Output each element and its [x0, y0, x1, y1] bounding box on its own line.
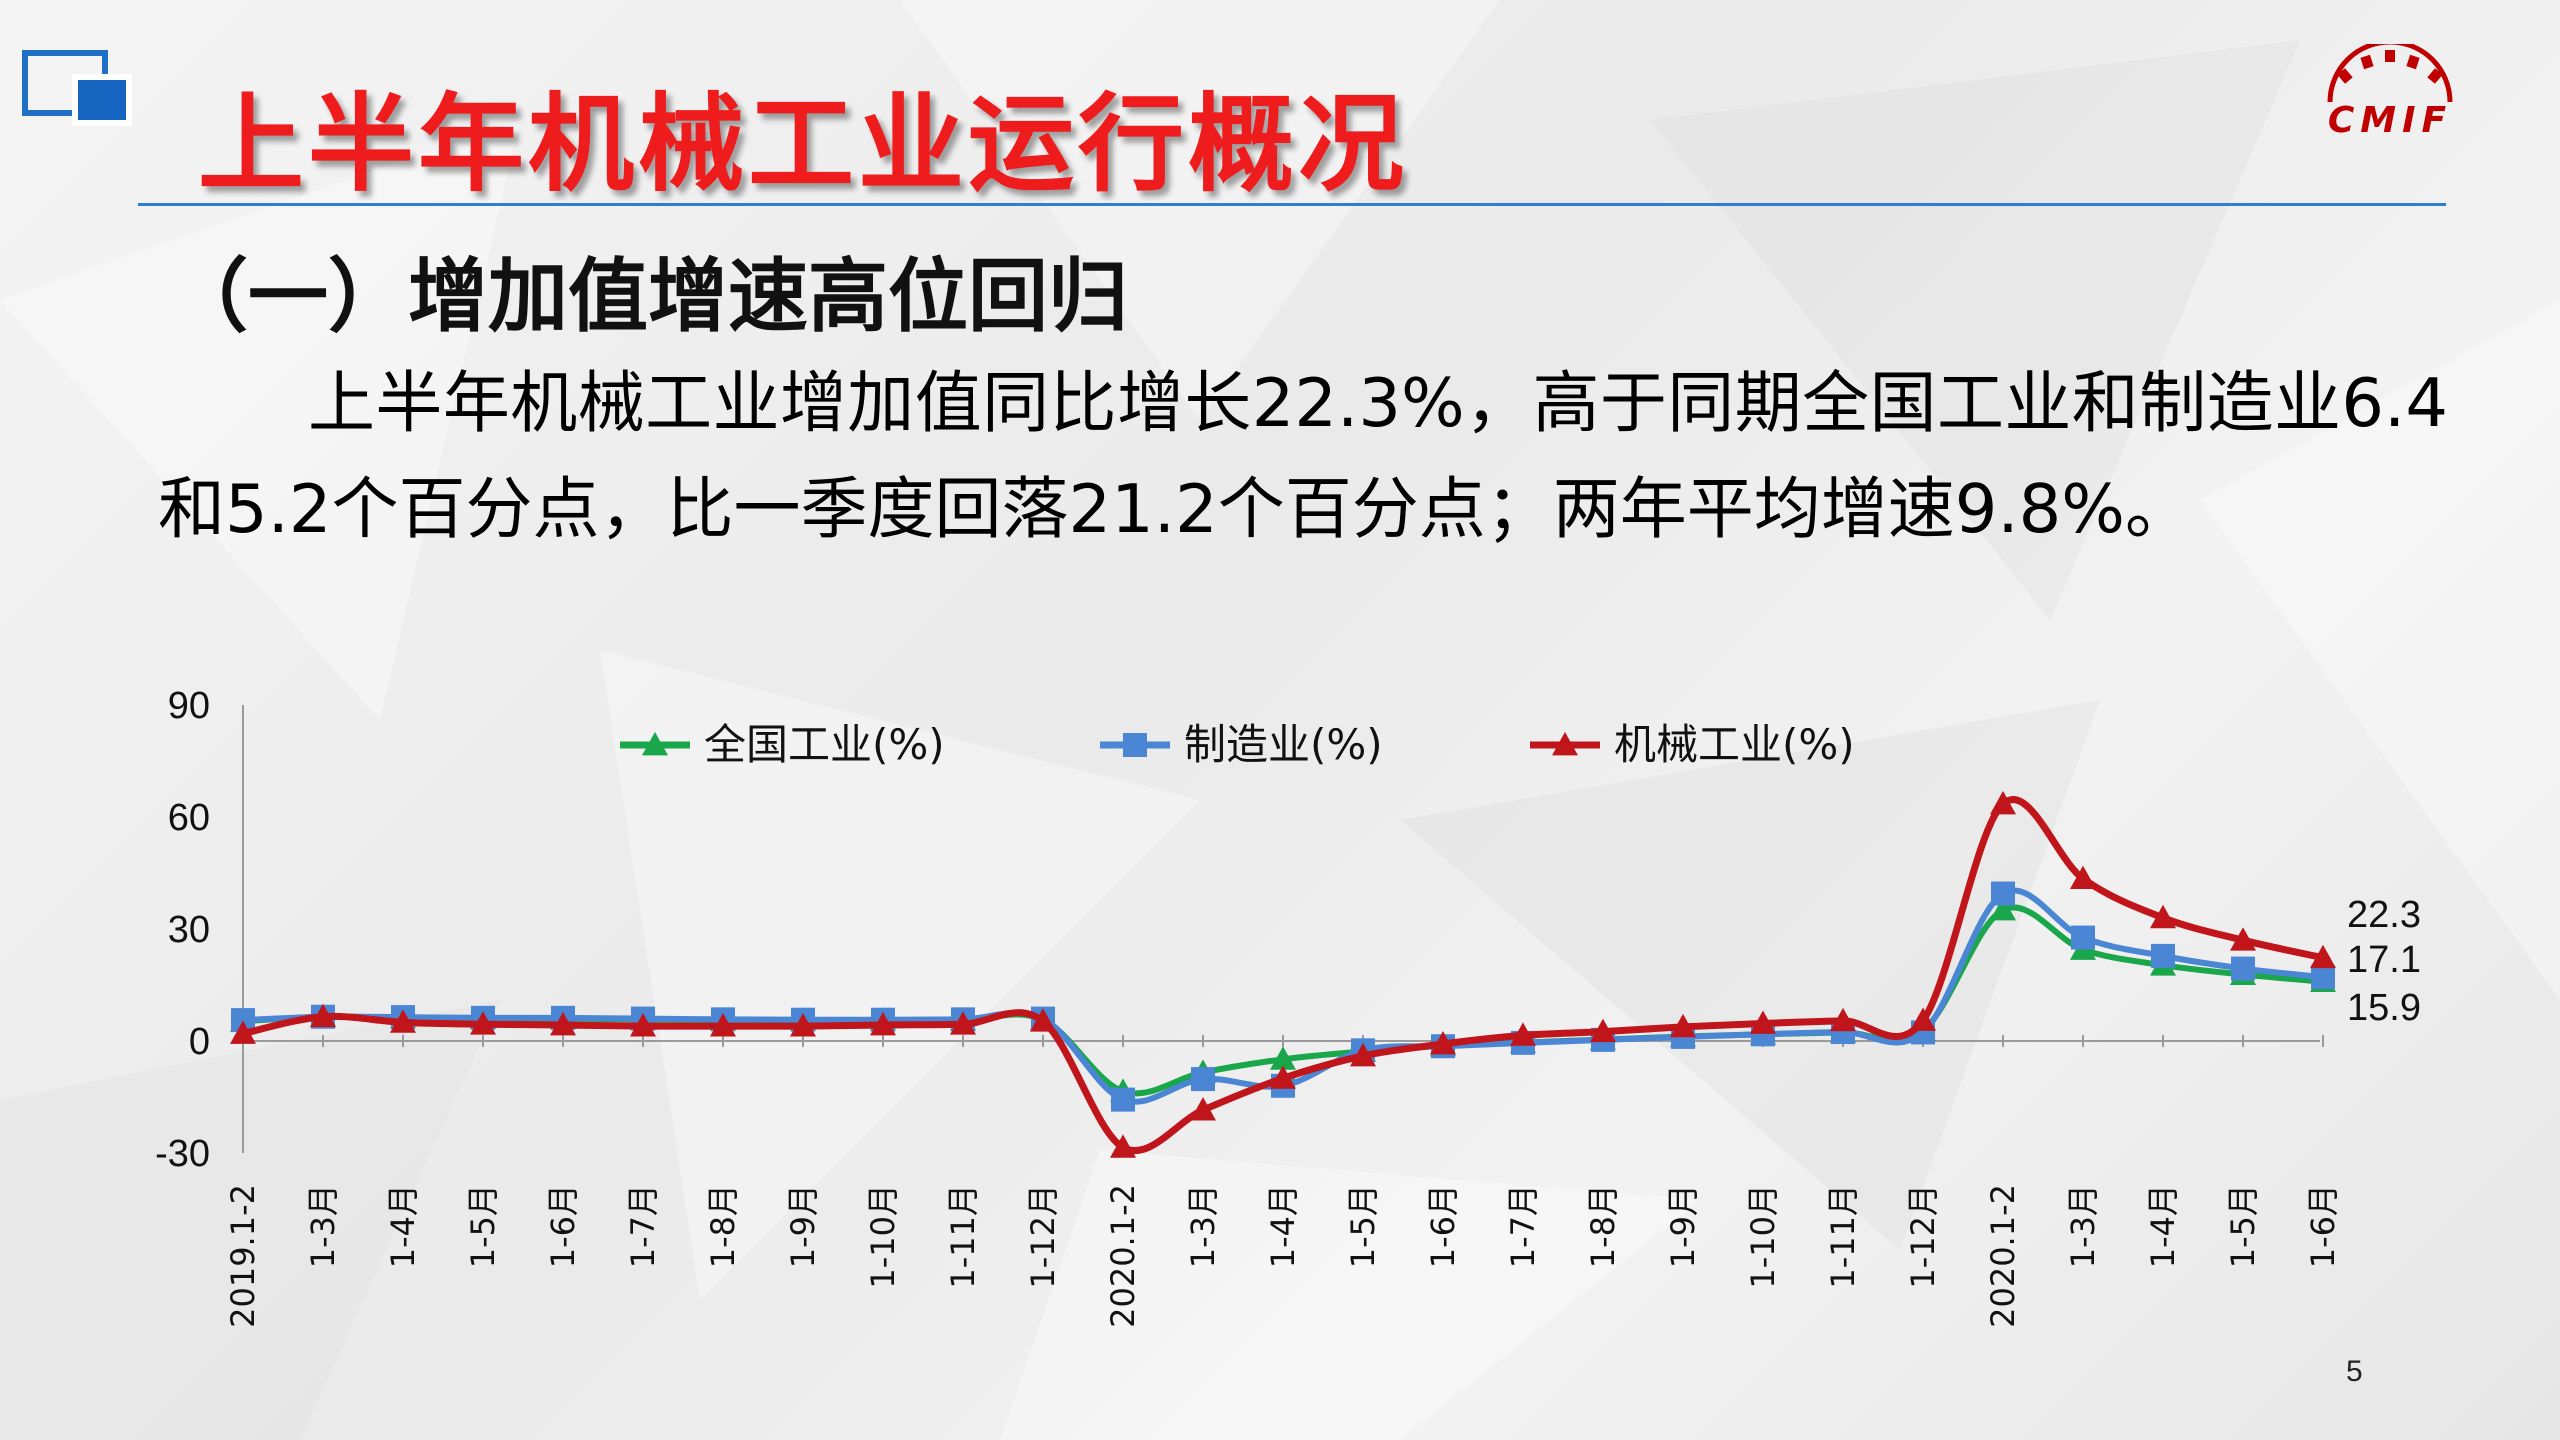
legend-swatch-marker [1123, 733, 1147, 757]
data-point-2 [1270, 1065, 1296, 1089]
corner-logo-icon [22, 50, 134, 132]
x-tick-label: 1-12月 [1904, 1184, 1942, 1289]
x-tick-label: 1-9月 [1664, 1184, 1702, 1268]
data-point-2 [1430, 1030, 1456, 1055]
growth-line-chart: -30 0 30 60 90 2019.1-2 1-3月 1-4月 1-5月 1-6月 1-7月 1-… [155, 685, 2421, 1328]
logo-text: CMIF [2328, 100, 2452, 141]
series-end-label: 22.3 [2347, 894, 2421, 936]
y-tick-label: 30 [168, 909, 210, 951]
section-subtitle: （一）增加值增速高位回归 [168, 250, 1128, 343]
title-divider [138, 203, 2446, 206]
data-point-2 [950, 1011, 976, 1035]
x-tick-label: 1-9月 [784, 1184, 822, 1268]
x-tick-label: 1-4月 [2144, 1184, 2182, 1268]
data-point-0 [1270, 1046, 1296, 1070]
data-point-2 [710, 1013, 736, 1037]
filled-square-icon [72, 74, 132, 126]
data-point-1 [1991, 881, 2015, 906]
x-tick-label: 1-5月 [1344, 1184, 1382, 1268]
data-point-2 [470, 1011, 496, 1035]
data-point-0 [1990, 896, 2016, 921]
series-line-2 [242, 796, 2324, 1154]
x-tick-label: 1-10月 [1744, 1184, 1782, 1289]
x-tick-label: 1-8月 [704, 1184, 742, 1268]
x-tick-label: 1-3月 [2064, 1184, 2102, 1268]
x-tick-label: 1-6月 [544, 1184, 582, 1268]
data-point-2 [2070, 865, 2096, 889]
summary-paragraph: 上半年机械工业增加值同比增长22.3%，高于同期全国工业和制造业6.4和5.2个… [158, 364, 2448, 548]
x-tick-label: 1-7月 [624, 1184, 662, 1268]
x-tick-label: 1-5月 [464, 1184, 502, 1268]
x-tick-label: 1-5月 [2224, 1184, 2262, 1268]
data-point-2 [1350, 1042, 1376, 1067]
legend-label: 全国工业(%) [704, 720, 945, 769]
x-tick-label: 1-11月 [944, 1184, 982, 1289]
data-point-2 [790, 1013, 816, 1037]
x-tick-label: 2020.1-2 [1104, 1184, 1142, 1328]
legend-swatch-marker [642, 732, 668, 756]
data-point-1 [1111, 1087, 1135, 1112]
x-tick-label: 1-6月 [2304, 1184, 2342, 1268]
slide-title: 上半年机械工业运行概况 [198, 83, 1408, 206]
y-tick-label: 60 [168, 797, 210, 839]
data-point-2 [230, 1020, 256, 1044]
x-tick-label: 1-7月 [1504, 1184, 1542, 1268]
data-point-2 [870, 1011, 896, 1036]
data-point-2 [2150, 904, 2176, 929]
data-point-2 [2310, 944, 2336, 969]
x-tick-label: 1-3月 [304, 1184, 342, 1268]
data-point-1 [2151, 943, 2175, 968]
cmif-logo-icon: CMIF [2327, 44, 2453, 141]
x-tick-label: 1-8月 [1584, 1184, 1622, 1268]
data-point-2 [630, 1013, 656, 1037]
data-point-2 [310, 1003, 336, 1028]
data-point-2 [1670, 1013, 1696, 1038]
y-tick-label: 0 [189, 1021, 210, 1063]
x-tick-label: 1-10月 [864, 1184, 902, 1289]
data-point-2 [1750, 1010, 1776, 1034]
x-tick-label: 1-4月 [384, 1184, 422, 1268]
page-number: 5 [2346, 1355, 2363, 1388]
legend-label: 机械工业(%) [1614, 720, 1855, 769]
series-end-label: 15.9 [2347, 987, 2421, 1029]
x-tick-label: 2020.1-2 [1984, 1184, 2022, 1328]
data-point-2 [1030, 1008, 1056, 1032]
data-point-2 [550, 1011, 576, 1036]
data-point-2 [1910, 1007, 1936, 1031]
data-point-2 [390, 1009, 416, 1033]
legend-swatch-marker [1552, 732, 1578, 756]
data-point-2 [1990, 790, 2016, 815]
data-point-1 [2071, 925, 2095, 950]
data-point-2 [1190, 1097, 1216, 1121]
x-tick-label: 1-6月 [1424, 1184, 1462, 1268]
data-point-1 [2311, 965, 2335, 990]
data-point-2 [1830, 1007, 1856, 1032]
data-point-2 [1110, 1134, 1136, 1158]
data-point-2 [1590, 1018, 1616, 1043]
x-tick-label: 1-4月 [1264, 1184, 1302, 1268]
legend-label: 制造业(%) [1184, 720, 1383, 769]
x-tick-label: 1-3月 [1184, 1184, 1222, 1268]
x-tick-label: 2019.1-2 [224, 1184, 262, 1328]
series-end-label: 17.1 [2347, 939, 2421, 981]
y-tick-label: -30 [155, 1133, 210, 1175]
data-point-1 [2231, 956, 2255, 981]
data-point-2 [2230, 927, 2256, 951]
y-tick-label: 90 [168, 685, 210, 727]
x-tick-label: 1-11月 [1824, 1184, 1862, 1289]
data-point-1 [231, 1008, 255, 1033]
x-tick-label: 1-12月 [1024, 1184, 1062, 1289]
data-point-1 [1191, 1067, 1215, 1092]
data-point-2 [1510, 1022, 1536, 1046]
